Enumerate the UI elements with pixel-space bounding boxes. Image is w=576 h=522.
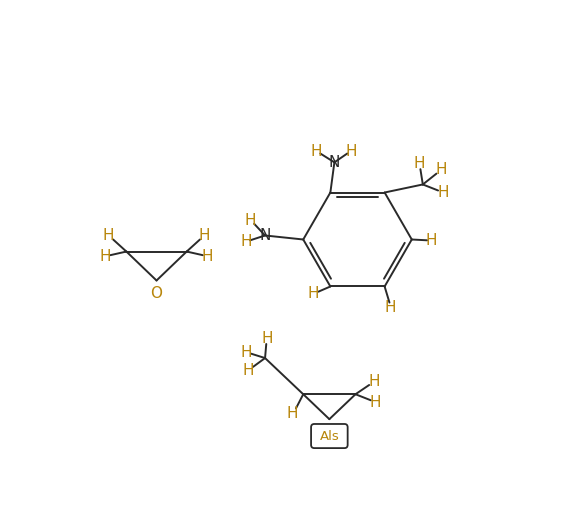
Text: H: H bbox=[240, 345, 252, 360]
Text: N: N bbox=[329, 155, 340, 170]
Text: Als: Als bbox=[320, 430, 339, 443]
Text: H: H bbox=[385, 300, 396, 315]
Text: H: H bbox=[370, 395, 381, 410]
Text: H: H bbox=[199, 228, 210, 243]
Text: H: H bbox=[100, 249, 111, 264]
Text: O: O bbox=[150, 286, 162, 301]
Text: H: H bbox=[262, 331, 273, 346]
Text: H: H bbox=[202, 249, 213, 264]
Text: H: H bbox=[286, 406, 298, 421]
Text: H: H bbox=[346, 144, 357, 159]
Text: H: H bbox=[435, 162, 447, 177]
Text: H: H bbox=[437, 185, 449, 200]
FancyBboxPatch shape bbox=[311, 424, 348, 448]
Text: H: H bbox=[308, 286, 319, 301]
Text: H: H bbox=[245, 212, 256, 228]
Text: H: H bbox=[103, 228, 115, 243]
Text: H: H bbox=[414, 156, 425, 171]
Text: H: H bbox=[242, 363, 254, 377]
Text: H: H bbox=[425, 233, 437, 248]
Text: H: H bbox=[240, 234, 252, 249]
Text: H: H bbox=[310, 144, 322, 159]
Text: N: N bbox=[259, 228, 271, 243]
Text: H: H bbox=[368, 374, 380, 389]
